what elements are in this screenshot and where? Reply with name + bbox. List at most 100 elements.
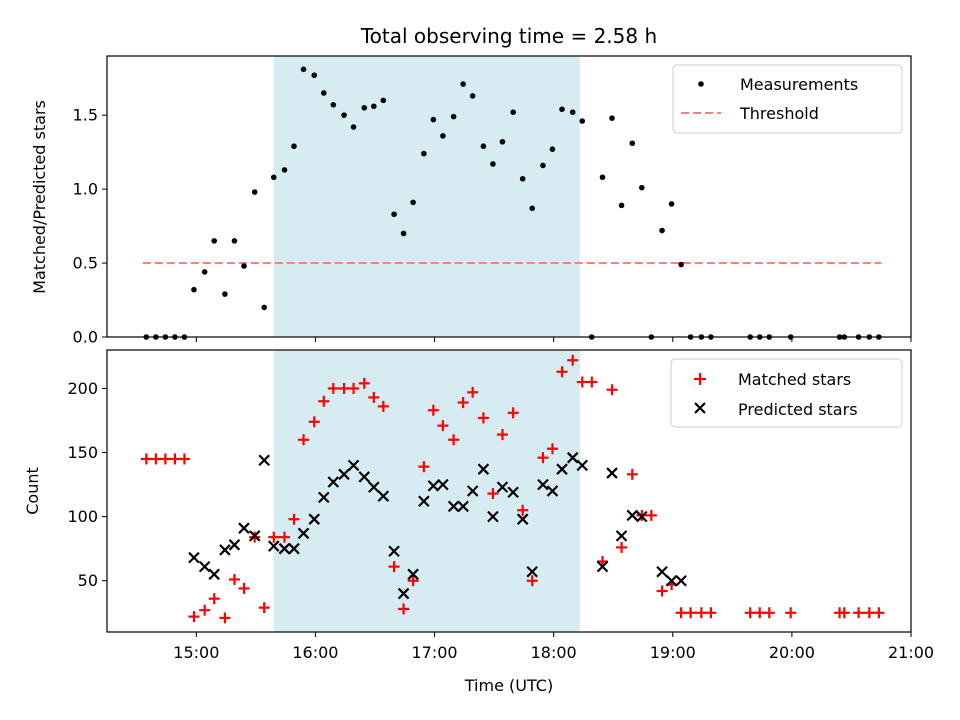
matched-stars-point — [327, 382, 339, 394]
measurement-point — [341, 112, 347, 118]
matched-stars-point — [178, 453, 190, 465]
matched-stars-point — [437, 420, 449, 432]
top-y-tick-label: 0.5 — [73, 254, 98, 273]
matched-stars-point — [150, 453, 162, 465]
matched-stars-point — [348, 382, 360, 394]
matched-stars-point — [208, 593, 220, 605]
matched-stars-point — [368, 391, 380, 403]
predicted-stars-point — [248, 530, 261, 542]
predicted-stars-point — [219, 544, 231, 556]
measurement-point — [460, 81, 466, 87]
measurement-point — [579, 118, 586, 124]
matched-stars-point — [388, 561, 400, 573]
measurement-point — [410, 199, 416, 206]
predicted-stars-point — [477, 463, 490, 475]
predicted-stars-point — [596, 560, 609, 573]
predicted-stars-point — [327, 476, 340, 488]
predicted-stars-point — [566, 451, 579, 464]
bottom-y-tick-label: 50 — [78, 571, 98, 590]
predicted-stars-point — [278, 542, 291, 555]
matched-stars-point — [467, 386, 479, 398]
matched-stars-point — [695, 607, 707, 619]
matched-stars-point — [268, 531, 280, 543]
measurement-point — [480, 143, 487, 150]
predicted-stars-point — [238, 522, 250, 534]
measurement-point — [618, 202, 625, 209]
predicted-stars-point — [228, 539, 241, 551]
matched-stars-point — [626, 468, 638, 480]
predicted-stars-point — [546, 485, 559, 497]
measurement-point — [350, 124, 357, 130]
predicted-stars-point — [188, 551, 200, 564]
matched-stars-point — [576, 376, 588, 388]
predicted-stars-point — [267, 540, 280, 552]
measurement-point — [201, 269, 208, 275]
bottom-x-tick-label: 17:00 — [412, 643, 458, 662]
matched-stars-point — [705, 607, 717, 619]
legend-measurements-marker — [698, 81, 704, 87]
measurement-point — [270, 174, 277, 181]
measurement-point — [231, 238, 238, 244]
matched-stars-point — [763, 607, 775, 619]
bottom-x-ticks: 15:00 16:00 17:00 18:00 19:00 20:00 21:00 — [173, 632, 934, 662]
measurement-point — [241, 263, 247, 269]
measurement-point — [311, 72, 318, 79]
measurement-point — [678, 261, 684, 268]
predicted-stars-point — [496, 481, 509, 493]
top-y-tick-label: 0.0 — [73, 328, 98, 347]
predicted-stars-point — [466, 485, 479, 497]
predicted-stars-point — [656, 565, 668, 578]
measurement-point — [549, 146, 556, 152]
predicted-stars-point — [516, 513, 529, 525]
matched-stars-point — [199, 604, 211, 616]
top-y-axis-label: Matched/Predicted stars — [30, 100, 49, 294]
predicted-stars-point — [318, 491, 330, 504]
predicted-stars-series — [188, 451, 687, 600]
measurement-point — [629, 140, 636, 147]
matched-stars-point — [496, 429, 508, 441]
matched-stars-point — [785, 607, 797, 619]
matched-stars-point — [398, 603, 410, 615]
matched-stars-point — [407, 575, 419, 587]
predicted-stars-point — [606, 467, 618, 479]
matched-stars-point — [140, 453, 152, 465]
bottom-x-tick-label: 20:00 — [769, 643, 815, 662]
matched-stars-point — [278, 531, 290, 543]
bottom-x-tick-label: 18:00 — [531, 643, 577, 662]
measurement-point — [450, 113, 457, 120]
matched-stars-point — [188, 611, 200, 623]
matched-stars-point — [169, 453, 181, 465]
matched-stars-point — [567, 354, 579, 366]
bottom-y-tick-label: 100 — [67, 507, 98, 526]
measurement-point — [510, 109, 516, 115]
predicted-stars-point — [615, 530, 628, 542]
top-legend-box — [672, 64, 903, 134]
matched-stars-point — [675, 607, 687, 619]
predicted-stars-point — [407, 568, 419, 581]
measurement-point — [440, 133, 446, 139]
matched-stars-point — [238, 582, 250, 594]
legend-matched-label: Matched stars — [738, 370, 851, 389]
matched-stars-point — [656, 585, 668, 597]
measurement-point — [300, 66, 307, 73]
measurement-point — [659, 227, 665, 234]
matched-stars-point — [507, 407, 519, 419]
matched-stars-point — [338, 382, 350, 394]
measurement-point — [320, 90, 327, 96]
matched-stars-point — [556, 366, 568, 378]
matched-stars-point — [427, 404, 439, 416]
measurement-point — [519, 175, 526, 182]
matched-stars-point — [258, 602, 270, 614]
bottom-axes-frame — [106, 349, 912, 633]
predicted-stars-point — [347, 459, 360, 472]
bottom-legend: Matched stars Predicted stars — [670, 358, 903, 428]
measurement-point — [261, 304, 268, 311]
matched-stars-point — [358, 377, 370, 389]
matched-stars-point — [487, 488, 499, 500]
legend-measurements-label: Measurements — [740, 75, 858, 94]
matched-stars-point — [308, 416, 320, 428]
bottom-y-axis-label: Count — [23, 467, 42, 515]
matched-stars-point — [838, 607, 850, 619]
measurement-point — [222, 291, 228, 297]
measurement-point — [569, 109, 576, 115]
